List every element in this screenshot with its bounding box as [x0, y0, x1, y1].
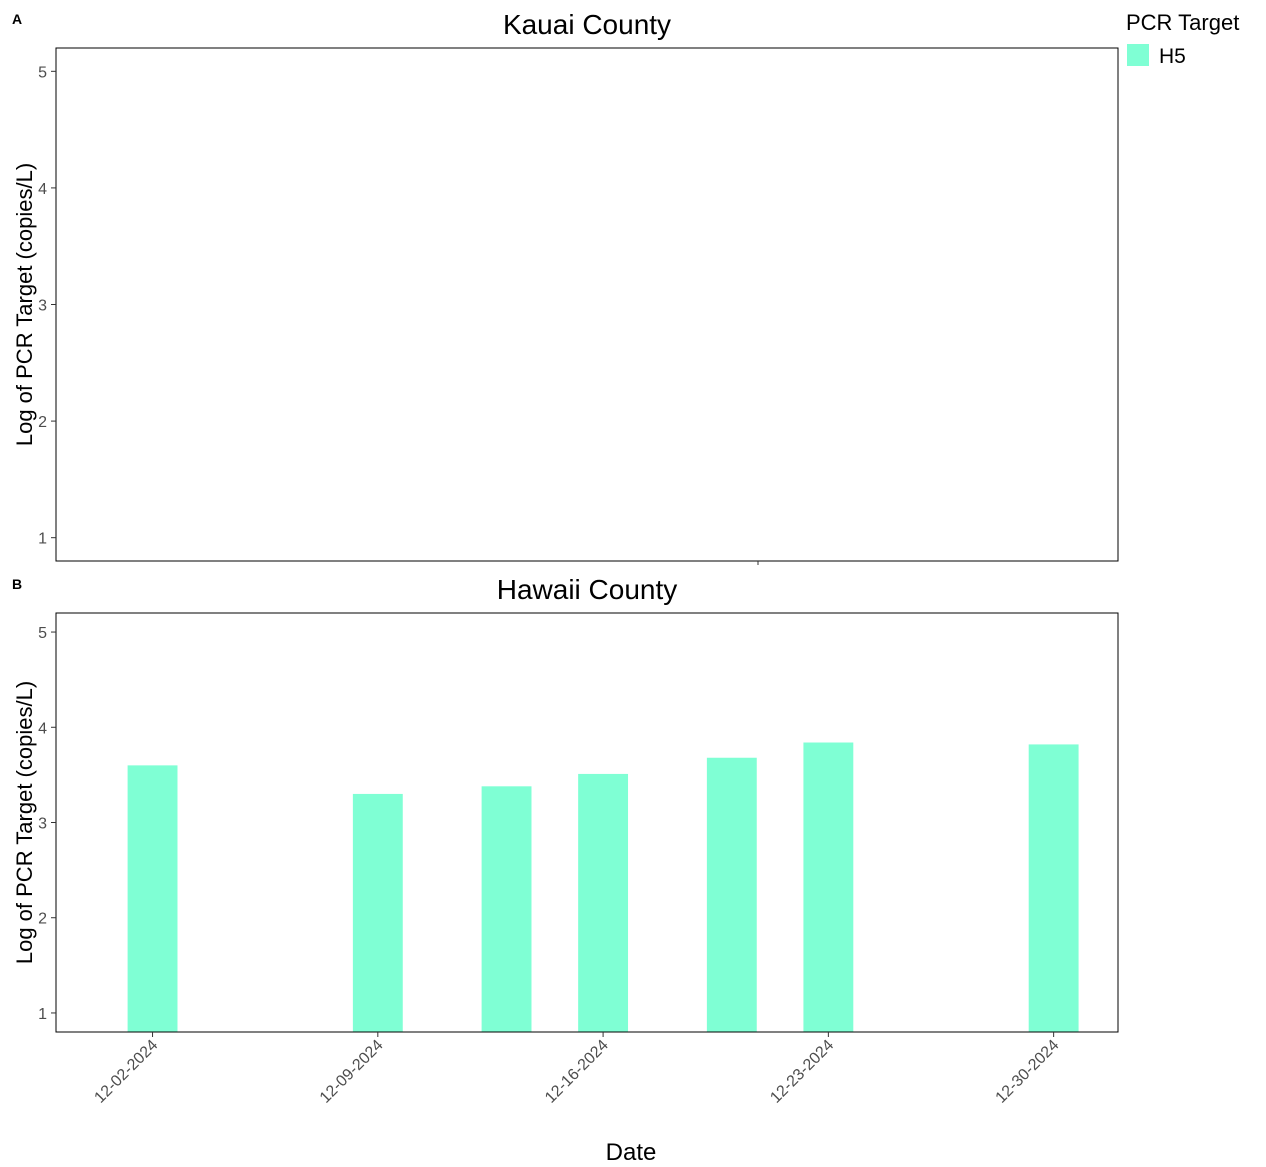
y-axis-label: Log of PCR Target (copies/L)	[12, 681, 37, 964]
x-tick-label: 12-09-2024	[317, 1037, 387, 1107]
bar	[803, 742, 854, 1032]
x-tick-label: 12-16-2024	[542, 1037, 612, 1107]
y-tick-label: 3	[38, 298, 47, 315]
y-tick-label: 4	[38, 181, 47, 198]
x-tick-label: 12-30-2024	[993, 1037, 1063, 1107]
bar	[352, 793, 403, 1032]
panel-label: A	[12, 11, 22, 27]
bar	[1028, 744, 1079, 1032]
y-tick-label: 1	[38, 1006, 47, 1023]
chart-title: Kauai County	[503, 9, 671, 40]
panel-label: B	[12, 576, 22, 592]
legend-swatch-h5	[1127, 44, 1149, 66]
y-tick-label: 5	[38, 64, 47, 81]
legend-label-h5: H5	[1159, 45, 1186, 68]
legend: PCR Target H5	[1126, 10, 1239, 68]
y-tick-label: 2	[38, 414, 47, 431]
plot-frame	[55, 47, 1119, 562]
x-axis-label: Date	[606, 1139, 657, 1166]
legend-title: PCR Target	[1126, 10, 1239, 35]
y-tick-label: 2	[38, 911, 47, 928]
bar	[706, 757, 757, 1032]
panel-b: B Hawaii County 1 2 3 4 5 Log of PCR Target (co…	[12, 574, 1119, 1166]
bar	[481, 786, 532, 1032]
y-tick-label: 4	[38, 720, 47, 737]
x-tick-label: 12-02-2024	[91, 1037, 161, 1107]
y-tick-label: 5	[38, 625, 47, 642]
y-tick-label: 3	[38, 816, 47, 833]
bar	[127, 765, 178, 1032]
bar	[578, 773, 629, 1032]
x-tick-label: 12-23-2024	[767, 1037, 837, 1107]
y-tick-label: 1	[38, 531, 47, 548]
chart-title: Hawaii County	[497, 574, 678, 605]
panel-a: A Kauai County 1 2 3 4 5 Log of PCR Target (cop…	[12, 9, 1119, 565]
y-axis-label: Log of PCR Target (copies/L)	[12, 163, 37, 446]
